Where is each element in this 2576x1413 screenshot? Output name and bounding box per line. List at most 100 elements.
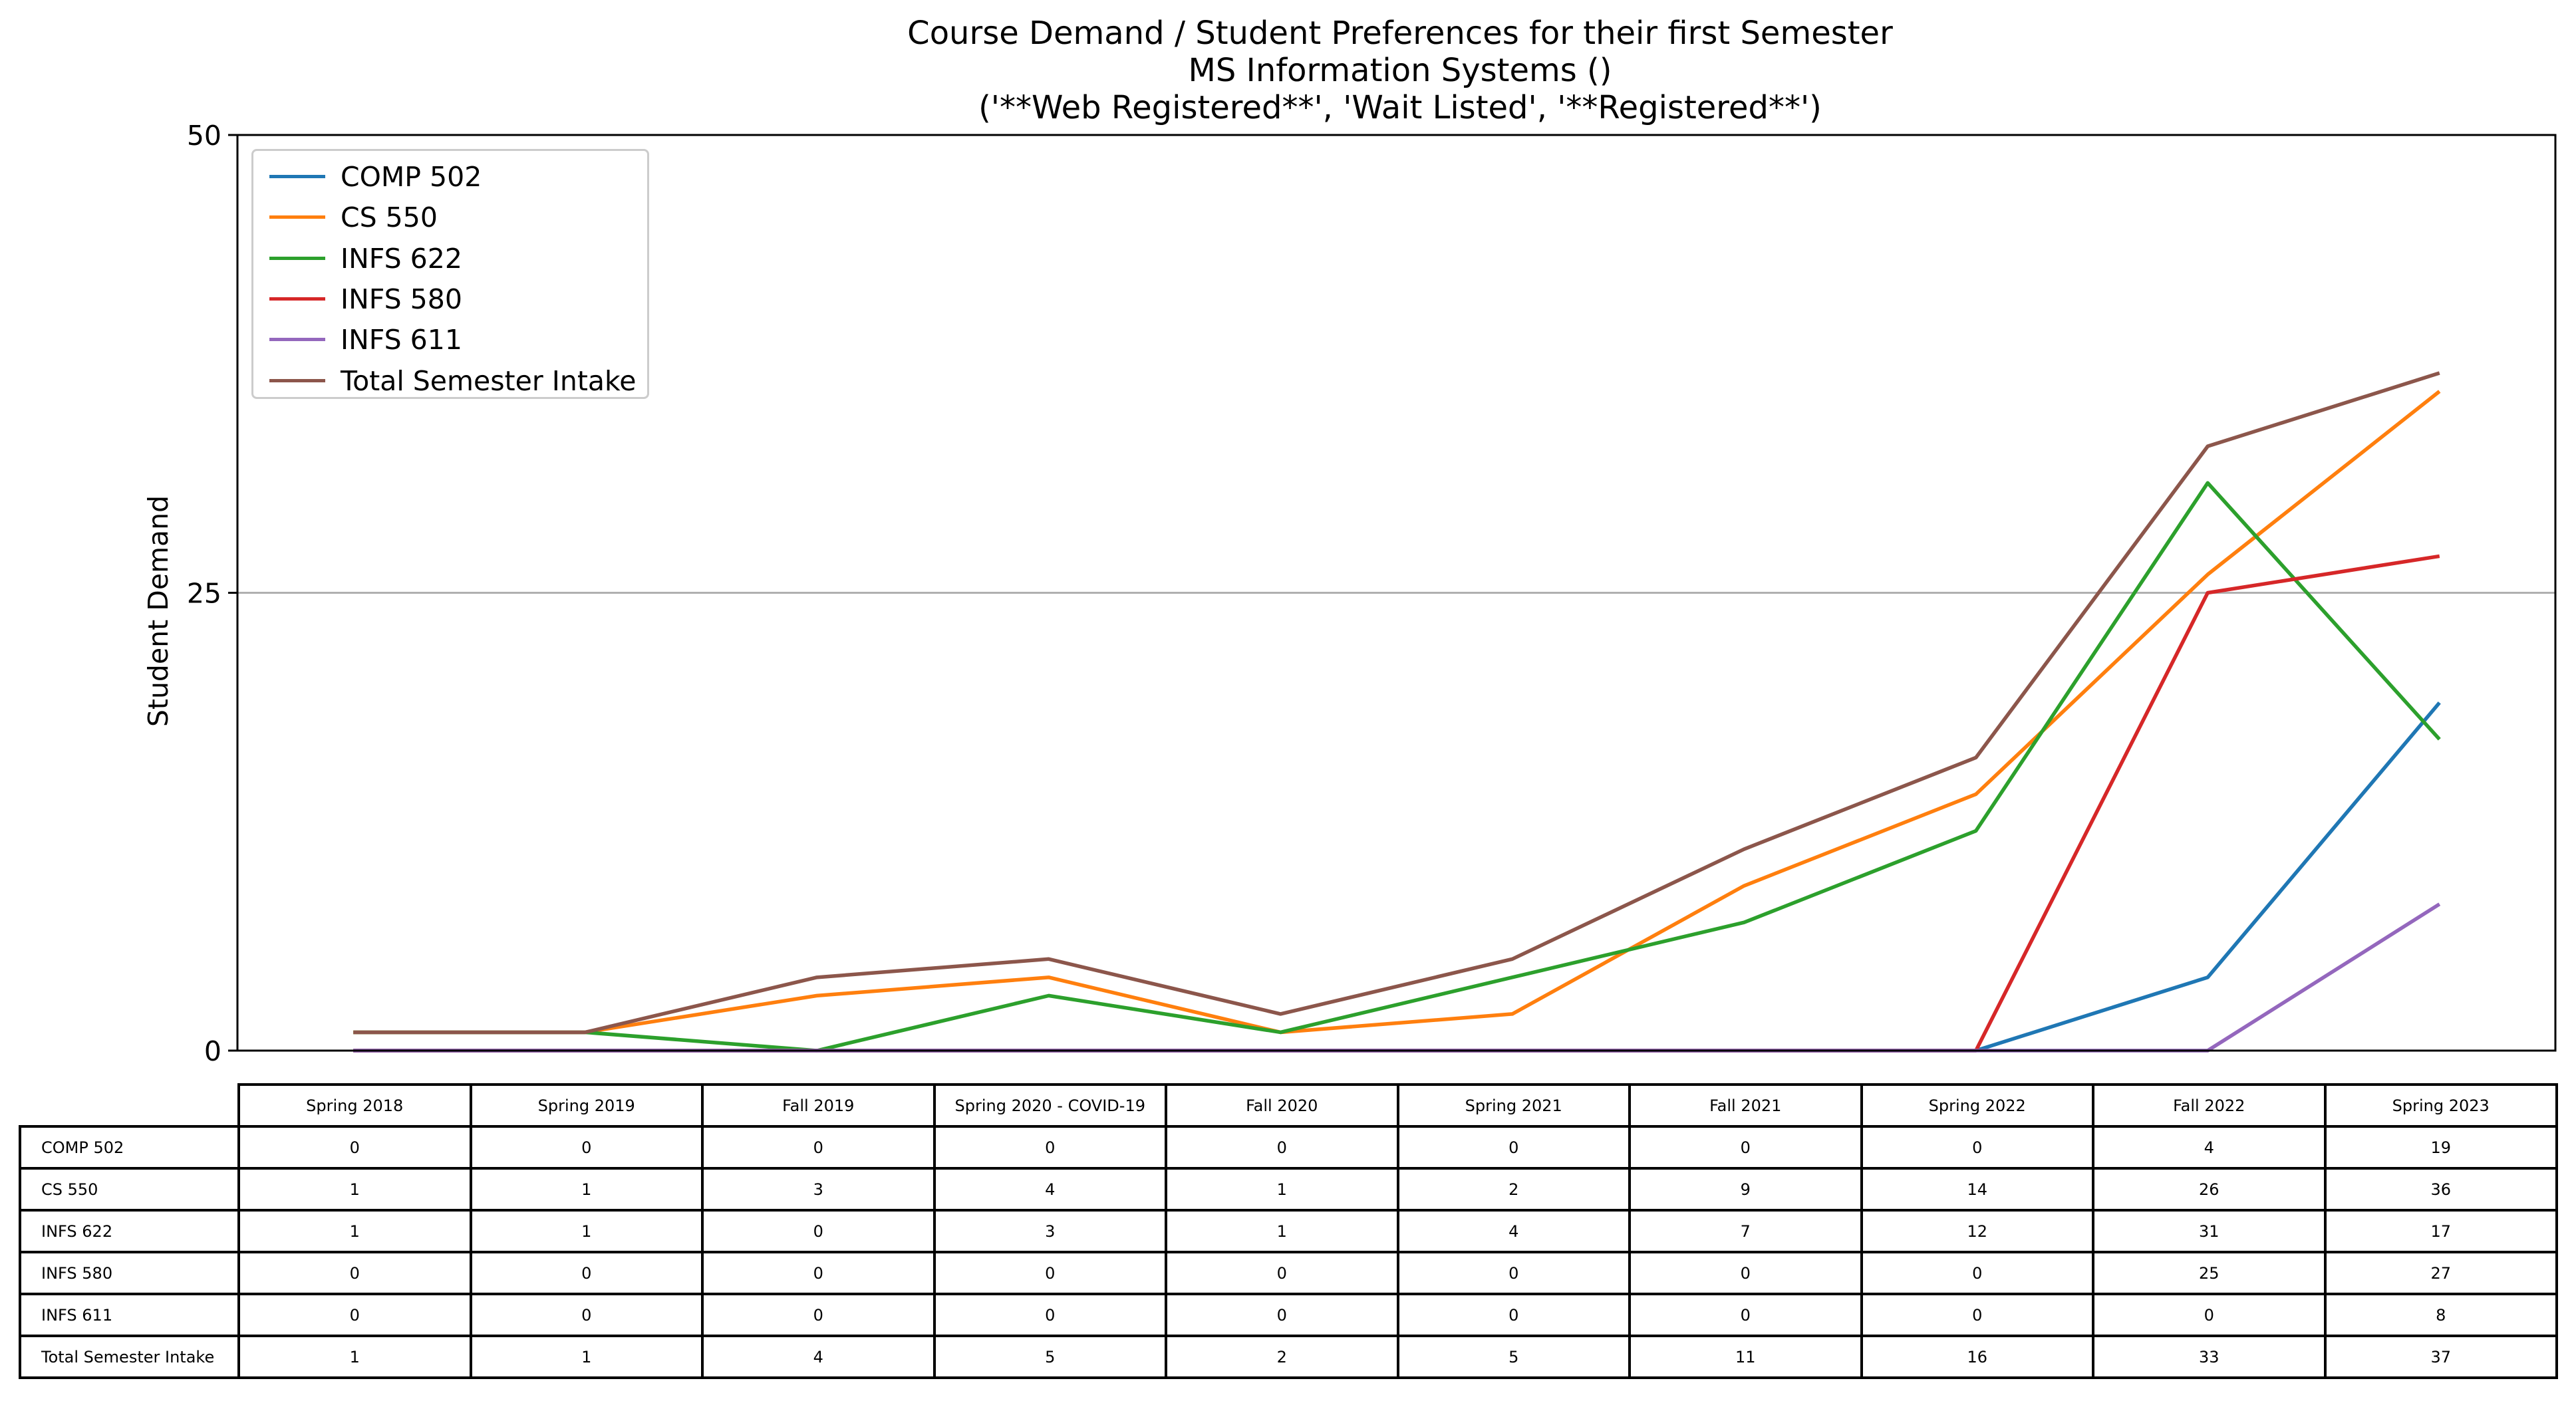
chart-plot-area: 0 25 50 [187,120,2557,1067]
legend-label: INFS 580 [341,283,462,315]
legend-item: CS 550 [253,197,647,237]
table-row-label: Total Semester Intake [19,1335,240,1379]
legend-item: Total Semester Intake [253,360,647,401]
table-row: Total Semester Intake 1 1 4 5 2 5 11 16 33 37 [19,1335,2558,1379]
table-column-header: Fall 2020 [1165,1083,1399,1128]
table-cell: 2 [1165,1335,1399,1379]
table-cell: 8 [2323,1293,2558,1337]
table-cell: 4 [2092,1125,2327,1170]
legend-label: COMP 502 [341,161,482,193]
table-cell: 14 [1860,1167,2094,1212]
table-cell: 1 [469,1335,704,1379]
table-cell: 1 [469,1167,704,1212]
table-row-label: INFS 611 [19,1293,240,1337]
y-tick-label-2: 50 [187,120,221,152]
table-column-header: Spring 2018 [237,1083,472,1128]
series-line-total-semester-intake [353,371,2440,1035]
table-column-header: Spring 2021 [1396,1083,1631,1128]
table-row-label: INFS 622 [19,1209,240,1253]
table-cell: 2 [1396,1167,1631,1212]
table-cell: 0 [1628,1251,1863,1295]
table-cell: 0 [469,1293,704,1337]
table-cell: 0 [237,1125,472,1170]
y-axis-label: Student Demand [142,495,174,727]
table-corner-cell [20,1085,240,1128]
data-table: Spring 2018 Spring 2019 Fall 2019 Spring 20… [19,1083,2558,1379]
table-cell: 1 [237,1335,472,1379]
table-column-header: Fall 2021 [1628,1083,1863,1128]
table-cell: 0 [469,1125,704,1170]
table-row-label: COMP 502 [19,1125,240,1170]
chart-title-line-2: MS Information Systems () [1188,52,1612,89]
table-cell: 4 [701,1335,936,1379]
table-row: INFS 611 0 0 0 0 0 0 0 0 0 8 [19,1293,2558,1337]
legend-item: COMP 502 [253,156,647,197]
legend-line-swatch [269,297,325,301]
table-cell: 0 [1860,1293,2094,1337]
table-cell: 3 [932,1209,1167,1253]
table-cell: 25 [2092,1251,2327,1295]
table-cell: 36 [2323,1167,2558,1212]
table-cell: 7 [1628,1209,1863,1253]
table-cell: 0 [1396,1125,1631,1170]
table-cell: 33 [2092,1335,2327,1379]
table-column-header: Spring 2022 [1860,1083,2094,1128]
table-cell: 26 [2092,1167,2327,1212]
table-cell: 1 [237,1209,472,1253]
table-cell: 16 [1860,1335,2094,1379]
table-cell: 1 [1165,1167,1399,1212]
table-cell: 0 [1860,1251,2094,1295]
table-cell: 0 [237,1293,472,1337]
table-cell: 4 [1396,1209,1631,1253]
table-cell: 0 [701,1251,936,1295]
y-tick-label-1: 25 [187,578,221,610]
table-column-header: Spring 2023 [2323,1083,2558,1128]
table-cell: 17 [2323,1209,2558,1253]
table-row: COMP 502 0 0 0 0 0 0 0 0 4 19 [19,1125,2558,1170]
table-cell: 0 [932,1251,1167,1295]
table-cell: 0 [932,1125,1167,1170]
legend-line-swatch [269,215,325,219]
series-line-infs-622 [353,481,2441,1053]
legend-line-swatch [269,175,325,178]
table-cell: 0 [237,1251,472,1295]
legend-item: INFS 611 [253,319,647,360]
table-row: INFS 580 0 0 0 0 0 0 0 0 25 27 [19,1251,2558,1295]
legend-line-swatch [269,338,325,342]
table-column-header: Fall 2019 [701,1083,936,1128]
table-cell: 0 [1396,1251,1631,1295]
table-cell: 0 [932,1293,1167,1337]
table-cell: 0 [1396,1293,1631,1337]
series-line-cs-550 [353,390,2441,1035]
legend-label: Total Semester Intake [341,364,637,397]
table-cell: 1 [237,1167,472,1212]
table-cell: 27 [2323,1251,2558,1295]
table-row: INFS 622 1 1 0 3 1 4 7 12 31 17 [19,1209,2558,1253]
table-cell: 12 [1860,1209,2094,1253]
table-cell: 1 [1165,1209,1399,1253]
table-cell: 3 [701,1167,936,1212]
legend-line-swatch [269,256,325,260]
table-cell: 0 [469,1251,704,1295]
table-cell: 1 [469,1209,704,1253]
series-line-infs-580 [353,554,2440,1053]
table-row: CS 550 1 1 3 4 1 2 9 14 26 36 [19,1167,2558,1212]
chart-legend: COMP 502 CS 550 INFS 622 INFS 580 INFS 611 To… [251,149,649,399]
table-cell: 9 [1628,1167,1863,1212]
table-cell: 0 [1165,1251,1399,1295]
table-cell: 5 [1396,1335,1631,1379]
y-tick-label-0: 0 [204,1035,221,1067]
table-cell: 0 [1628,1293,1863,1337]
table-cell: 19 [2323,1125,2558,1170]
table-cell: 4 [932,1167,1167,1212]
table-cell: 5 [932,1335,1167,1379]
table-cell: 31 [2092,1209,2327,1253]
table-cell: 0 [1628,1125,1863,1170]
chart-title-line-3: ('**Web Registered**', 'Wait Listed', '*… [978,89,1822,126]
table-column-header: Spring 2019 [469,1083,704,1128]
table-cell: 11 [1628,1335,1863,1379]
chart-title-line-1: Course Demand / Student Preferences for … [907,15,1893,52]
legend-label: CS 550 [341,201,438,234]
legend-label: INFS 611 [341,324,462,356]
